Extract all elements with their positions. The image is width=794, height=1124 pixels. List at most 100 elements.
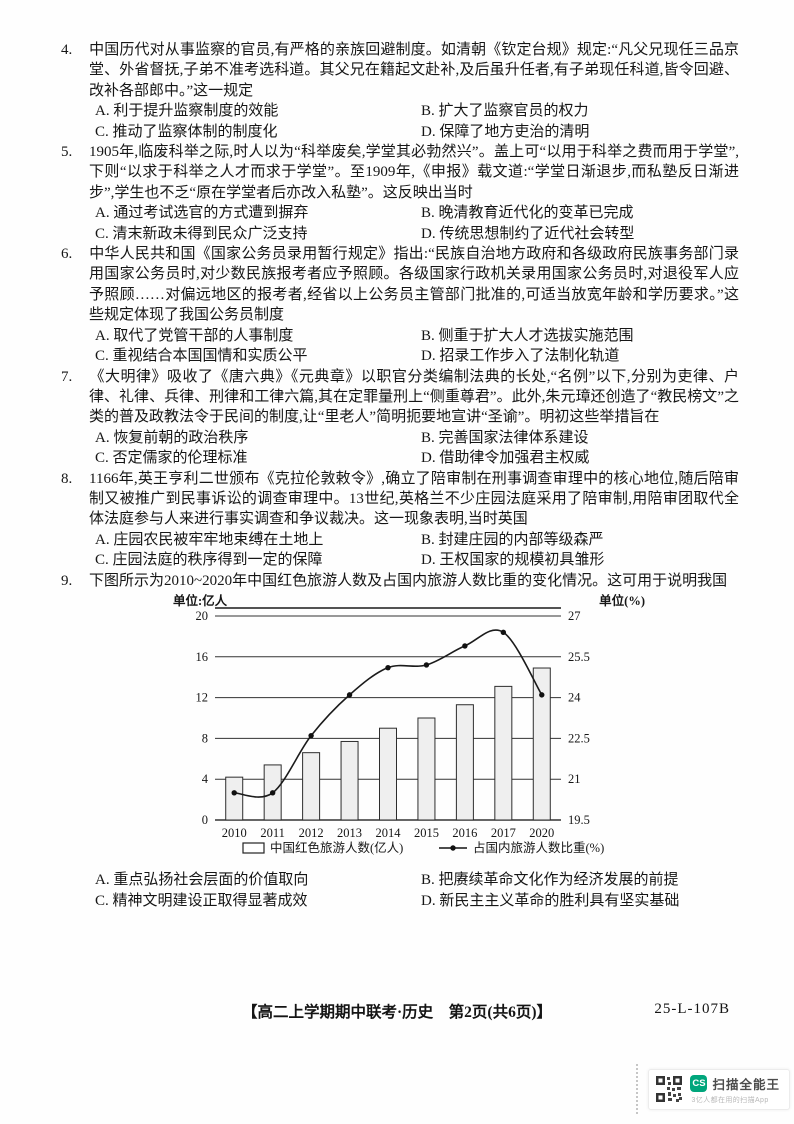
x-tick-label: 2011 <box>260 826 285 840</box>
question-options: A. 取代了党管干部的人事制度 B. 侧重于扩大人才选拔实施范围 C. 重视结合… <box>61 326 739 367</box>
option-c: C. 推动了监察体制的制度化 <box>95 123 278 140</box>
option-c: C. 清末新政未得到民众广泛支持 <box>95 225 308 242</box>
option-a: A. 庄园农民被牢牢地束缚在土地上 <box>95 531 324 548</box>
question-stem: 1905年,临废科举之际,时人以为“科举废矣,学堂其必勃然兴”。盖上可“以用于科… <box>89 144 739 201</box>
line-point-2010 <box>231 790 237 796</box>
option-b: B. 扩大了监察官员的权力 <box>421 103 589 120</box>
option-d: D. 王权国家的规模初具雏形 <box>421 552 605 569</box>
legend-line-label: 占国内旅游人数比重(%) <box>473 840 604 855</box>
x-tick-label: 2015 <box>414 826 439 840</box>
option-b: B. 把赓续革命文化作为经济发展的前提 <box>421 872 679 889</box>
bar-2013 <box>340 740 359 821</box>
x-tick-label: 2016 <box>452 826 477 840</box>
paper-code: 25-L-107B <box>654 1001 730 1017</box>
x-tick-label: 2013 <box>337 826 362 840</box>
line-point-2020 <box>539 692 545 698</box>
bar-2017 <box>494 685 513 821</box>
x-tick-label: 2014 <box>376 826 402 840</box>
line-point-2016 <box>462 643 468 649</box>
right-tick-label: 27 <box>568 609 581 623</box>
question-7: 7. 《大明律》吸收了《唐六典》《元典章》以职官分类编制法典的长处,“名例”以下,… <box>61 367 739 469</box>
option-d: D. 保障了地方吏治的清明 <box>421 123 590 140</box>
x-tick-label: 2010 <box>222 826 247 840</box>
option-c: C. 庄园法庭的秩序得到一定的保障 <box>95 552 323 569</box>
legend-bar-label: 中国红色旅游人数(亿人) <box>270 840 403 855</box>
question-options: A. 通过考试选官的方式遭到摒弃 B. 晚清教育近代化的变革已完成 C. 清末新… <box>61 203 739 244</box>
question-stem: 《大明律》吸收了《唐六典》《元典章》以职官分类编制法典的长处,“名例”以下,分别… <box>89 368 739 426</box>
option-d: D. 借助律令加强君主权威 <box>421 450 590 467</box>
left-tick-label: 20 <box>196 609 209 623</box>
right-axis-unit: 单位(%) <box>599 594 645 608</box>
x-tick-label: 2012 <box>299 826 324 840</box>
exam-content: 4. 中国历代对从事监察的官员,有严格的亲族回避制度。如清朝《钦定台规》规定:“凡… <box>61 40 739 911</box>
left-tick-label: 4 <box>202 772 209 786</box>
option-b: B. 完善国家法律体系建设 <box>421 429 589 446</box>
option-a: A. 通过考试选官的方式遭到摒弃 <box>95 205 309 222</box>
qr-code-icon <box>655 1075 684 1103</box>
question-9: 9. 下图所示为2010~2020年中国红色旅游人数及占国内旅游人数比重的变化情况… <box>61 571 739 912</box>
camscanner-logo-icon: CS <box>690 1074 708 1092</box>
bar-2020 <box>532 667 551 821</box>
red-tourism-chart: 单位:亿人 单位(%) 0 19.5 4 21 8 22.5 12 24 16 25.5 20 27 201… <box>169 593 739 868</box>
question-number: 5. <box>61 144 73 161</box>
question-options: A. 恢复前朝的政治秩序 B. 完善国家法律体系建设 C. 否定儒家的伦理标准 … <box>61 428 739 469</box>
option-a: A. 取代了党管干部的人事制度 <box>95 327 294 344</box>
question-5: 5. 1905年,临废科举之际,时人以为“科举废矣,学堂其必勃然兴”。盖上可“以用… <box>61 142 739 244</box>
left-tick-label: 0 <box>202 813 208 827</box>
question-4: 4. 中国历代对从事监察的官员,有严格的亲族回避制度。如清朝《钦定台规》规定:“凡… <box>61 40 739 142</box>
question-stem: 中国历代对从事监察的官员,有严格的亲族回避制度。如清朝《钦定台规》规定:“凡父兄… <box>89 42 739 99</box>
question-options: A. 庄园农民被牢牢地束缚在土地上 B. 封建庄园的内部等级森严 C. 庄园法庭… <box>61 530 739 571</box>
right-tick-label: 21 <box>568 772 581 786</box>
bar-2012 <box>302 752 321 821</box>
question-number: 8. <box>61 470 73 487</box>
line-point-2014 <box>385 664 391 671</box>
option-d: D. 传统思想制约了近代社会转型 <box>421 225 635 242</box>
question-options: A. 利于提升监察制度的效能 B. 扩大了监察官员的权力 C. 推动了监察体制的… <box>61 101 739 142</box>
page-footer: 【高二上学期期中联考·历史 第2页(共6页)】 25-L-107B <box>0 1000 794 1022</box>
right-tick-label: 19.5 <box>568 813 590 827</box>
x-tick-label: 2017 <box>491 826 516 840</box>
option-d: D. 招录工作步入了法制化轨道 <box>421 348 620 365</box>
question-stem: 中华人民共和国《国家公务员录用暂行规定》指出:“民族自治地方政府和各级政府民族事… <box>89 246 739 324</box>
bar-2010 <box>225 776 244 821</box>
option-d: D. 新民主主义革命的胜利具有坚实基础 <box>421 892 680 909</box>
left-tick-label: 16 <box>196 650 209 664</box>
option-b: B. 晚清教育近代化的变革已完成 <box>421 205 634 222</box>
line-point-2017 <box>500 629 507 635</box>
watermark-brand: 扫描全能王 <box>712 1077 780 1092</box>
question-options: A. 重点弘扬社会层面的价值取向 B. 把赓续革命文化作为经济发展的前提 C. … <box>61 870 739 911</box>
line-point-2013 <box>346 692 353 698</box>
question-number: 4. <box>61 42 73 58</box>
footer-title: 【高二上学期期中联考·历史 第2页(共6页)】 <box>242 1004 552 1021</box>
line-point-2015 <box>423 662 430 668</box>
right-tick-label: 22.5 <box>568 731 590 745</box>
scanner-watermark: CS 扫描全能王 3亿人都在用的扫描App <box>636 1064 790 1114</box>
option-c: C. 重视结合本国国情和实质公平 <box>95 348 308 365</box>
option-c: C. 精神文明建设正取得显著成效 <box>95 892 308 909</box>
left-tick-label: 8 <box>202 731 208 745</box>
option-a: A. 利于提升监察制度的效能 <box>95 103 279 120</box>
left-tick-label: 12 <box>196 691 209 705</box>
watermark-subtext: 3亿人都在用的扫描App <box>691 1096 769 1104</box>
question-number: 9. <box>61 572 73 589</box>
bar-2016 <box>455 704 474 821</box>
bar-2014 <box>379 727 397 821</box>
question-8: 8. 1166年,英王亨利二世颁布《克拉伦敦敕令》,确立了陪审制在刑事调查审理中的… <box>61 469 739 571</box>
question-6: 6. 中华人民共和国《国家公务员录用暂行规定》指出:“民族自治地方政府和各级政府民… <box>61 244 739 366</box>
question-number: 6. <box>61 246 73 263</box>
question-stem: 1166年,英王亨利二世颁布《克拉伦敦敕令》,确立了陪审制在刑事调查审理中的核心… <box>89 470 739 528</box>
red-tourism-chart-svg: 单位:亿人 单位(%) 0 19.5 4 21 8 22.5 12 24 16 25.5 20 27 201… <box>173 593 645 855</box>
x-tick-label: 2020 <box>529 826 554 840</box>
question-number: 7. <box>61 368 73 385</box>
option-a: A. 恢复前朝的政治秩序 <box>95 429 249 446</box>
legend-bar-symbol <box>242 842 265 854</box>
option-b: B. 封建庄园的内部等级森严 <box>421 531 604 548</box>
option-b: B. 侧重于扩大人才选拔实施范围 <box>421 327 634 344</box>
right-tick-label: 24 <box>568 691 581 705</box>
left-axis-unit: 单位:亿人 <box>173 594 228 608</box>
line-point-2012 <box>308 732 314 739</box>
option-c: C. 否定儒家的伦理标准 <box>95 450 248 467</box>
right-tick-label: 25.5 <box>568 650 590 664</box>
line-point-2011 <box>269 790 276 796</box>
